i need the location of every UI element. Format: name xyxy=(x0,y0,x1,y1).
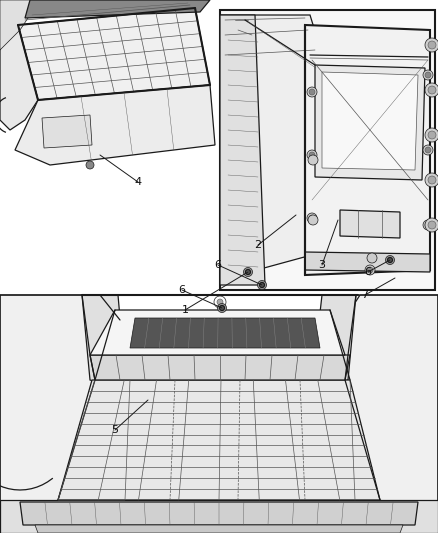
Polygon shape xyxy=(220,15,265,285)
Circle shape xyxy=(425,222,431,228)
Circle shape xyxy=(307,150,317,160)
Circle shape xyxy=(388,257,392,262)
Circle shape xyxy=(428,131,436,139)
Circle shape xyxy=(258,280,266,289)
Circle shape xyxy=(218,303,226,312)
Circle shape xyxy=(425,128,438,142)
Text: 1: 1 xyxy=(181,305,188,315)
Circle shape xyxy=(425,72,431,78)
Text: 6: 6 xyxy=(215,260,222,270)
Text: 7: 7 xyxy=(361,290,368,300)
Text: 6: 6 xyxy=(364,267,371,277)
Polygon shape xyxy=(15,85,215,165)
Circle shape xyxy=(428,176,436,184)
Polygon shape xyxy=(42,115,92,148)
Polygon shape xyxy=(130,318,320,348)
Polygon shape xyxy=(82,295,125,385)
Polygon shape xyxy=(58,380,380,500)
Circle shape xyxy=(219,305,225,311)
Circle shape xyxy=(423,145,433,155)
Circle shape xyxy=(425,147,431,153)
Circle shape xyxy=(428,41,436,49)
Circle shape xyxy=(423,70,433,80)
Polygon shape xyxy=(35,525,403,533)
Polygon shape xyxy=(220,10,435,290)
Circle shape xyxy=(309,152,315,158)
Polygon shape xyxy=(318,295,438,530)
Circle shape xyxy=(244,268,252,277)
Circle shape xyxy=(246,270,251,274)
Circle shape xyxy=(425,173,438,187)
Circle shape xyxy=(425,83,438,97)
Circle shape xyxy=(425,218,438,232)
Circle shape xyxy=(367,267,373,273)
Circle shape xyxy=(307,87,317,97)
Circle shape xyxy=(365,265,375,275)
Polygon shape xyxy=(18,8,210,100)
Polygon shape xyxy=(0,295,130,530)
Polygon shape xyxy=(0,0,38,130)
Polygon shape xyxy=(220,15,330,280)
Polygon shape xyxy=(20,502,418,525)
Text: 5: 5 xyxy=(112,425,119,435)
Circle shape xyxy=(308,215,318,225)
Circle shape xyxy=(367,253,377,263)
Circle shape xyxy=(428,86,436,94)
Circle shape xyxy=(428,221,436,229)
Text: 3: 3 xyxy=(318,260,325,270)
Circle shape xyxy=(217,299,223,305)
Text: 2: 2 xyxy=(254,240,261,250)
Circle shape xyxy=(309,89,315,95)
Circle shape xyxy=(308,155,318,165)
Polygon shape xyxy=(0,500,438,533)
Circle shape xyxy=(309,215,315,221)
Polygon shape xyxy=(0,0,40,50)
Polygon shape xyxy=(90,310,345,355)
Polygon shape xyxy=(90,355,350,380)
Polygon shape xyxy=(340,210,400,238)
Circle shape xyxy=(425,38,438,52)
Circle shape xyxy=(385,255,395,264)
Text: 4: 4 xyxy=(134,177,141,187)
Polygon shape xyxy=(315,65,425,180)
Circle shape xyxy=(259,282,265,287)
Polygon shape xyxy=(25,0,210,18)
Polygon shape xyxy=(322,72,418,170)
Circle shape xyxy=(86,161,94,169)
Polygon shape xyxy=(305,25,430,275)
Text: 6: 6 xyxy=(179,285,186,295)
Circle shape xyxy=(423,220,433,230)
Polygon shape xyxy=(313,295,356,385)
Polygon shape xyxy=(305,252,430,272)
Circle shape xyxy=(307,213,317,223)
